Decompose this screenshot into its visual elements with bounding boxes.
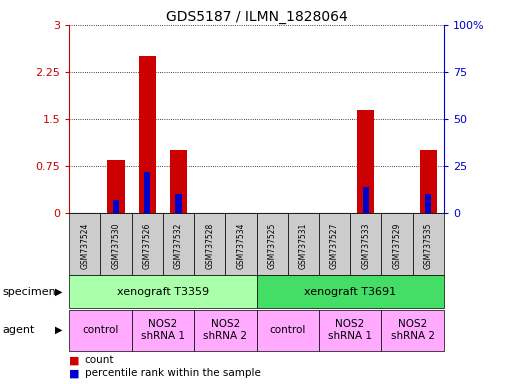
Bar [101,213,132,275]
Bar [163,213,194,275]
Text: GSM737528: GSM737528 [205,222,214,268]
Text: GDS5187 / ILMN_1828064: GDS5187 / ILMN_1828064 [166,10,347,23]
Bar [256,310,319,351]
Bar [132,213,163,275]
Text: GSM737529: GSM737529 [392,222,402,269]
Text: ■: ■ [69,368,80,378]
Text: control: control [82,325,119,335]
Text: GSM737533: GSM737533 [361,222,370,269]
Text: GSM737524: GSM737524 [81,222,89,269]
Bar [225,213,256,275]
Text: percentile rank within the sample: percentile rank within the sample [85,368,261,378]
Text: NOS2
shRNA 2: NOS2 shRNA 2 [390,319,435,341]
Text: GSM737534: GSM737534 [236,222,245,269]
Text: NOS2
shRNA 1: NOS2 shRNA 1 [141,319,185,341]
Bar [108,160,125,213]
Text: ▶: ▶ [55,325,63,335]
Text: GSM737531: GSM737531 [299,222,308,269]
Text: GSM737530: GSM737530 [111,222,121,269]
Text: GSM737527: GSM737527 [330,222,339,269]
Bar [420,151,437,213]
Text: GSM737532: GSM737532 [174,222,183,269]
Text: NOS2
shRNA 2: NOS2 shRNA 2 [203,319,247,341]
Text: GSM737525: GSM737525 [268,222,277,269]
Bar [69,310,132,351]
Bar [357,110,374,213]
Bar [139,56,156,213]
Bar [425,194,431,213]
Bar [132,310,194,351]
Bar [256,213,288,275]
Text: count: count [85,355,114,365]
Bar [194,310,256,351]
Text: xenograft T3691: xenograft T3691 [304,287,396,297]
Bar [350,213,381,275]
Bar [412,213,444,275]
Text: ■: ■ [69,355,80,365]
Text: ▶: ▶ [55,287,63,297]
Bar [69,213,101,275]
Bar [113,200,119,213]
Bar [175,194,182,213]
Bar [381,310,444,351]
Bar [363,187,369,213]
Text: agent: agent [3,325,35,335]
Text: GSM737535: GSM737535 [424,222,432,269]
Bar [144,172,150,213]
Bar [170,151,187,213]
Text: GSM737526: GSM737526 [143,222,152,269]
Bar [69,275,256,308]
Bar [194,213,225,275]
Text: xenograft T3359: xenograft T3359 [117,287,209,297]
Bar [256,275,444,308]
Bar [288,213,319,275]
Text: specimen: specimen [3,287,56,297]
Bar [319,310,381,351]
Text: NOS2
shRNA 1: NOS2 shRNA 1 [328,319,372,341]
Text: control: control [269,325,306,335]
Bar [381,213,412,275]
Bar [319,213,350,275]
